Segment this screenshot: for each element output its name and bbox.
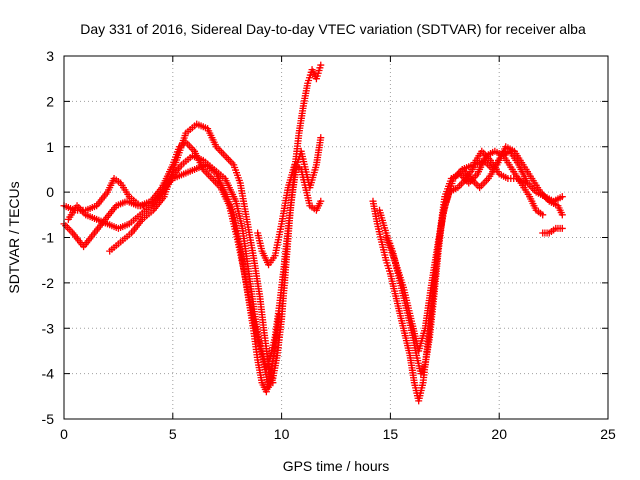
x-tick-label: 5: [169, 426, 177, 442]
y-tick-label: 0: [46, 184, 54, 200]
x-tick-label: 20: [491, 426, 507, 442]
y-tick-label: 3: [46, 48, 54, 64]
x-tick-label: 15: [383, 426, 399, 442]
y-tick-label: -3: [42, 320, 55, 336]
x-tick-label: 0: [60, 426, 68, 442]
x-axis-label: GPS time / hours: [283, 458, 390, 474]
series-arc-e: [254, 161, 325, 269]
data-point: [539, 211, 547, 219]
data-point: [317, 197, 325, 205]
y-tick-label: -5: [42, 411, 55, 427]
data-point: [558, 211, 566, 219]
data-point: [558, 193, 566, 201]
y-axis-label: SDTVAR / TECUs: [6, 181, 22, 293]
data-series: [60, 61, 566, 405]
data-point: [317, 134, 325, 142]
grid: [64, 56, 608, 419]
x-tick-label: 25: [600, 426, 616, 442]
data-point: [275, 311, 283, 319]
axis-ticks: 0 5 10 15 20 25 -5 -4 -3 -2 -1 0 1 2 3: [42, 48, 616, 442]
series-arc-d: [106, 120, 277, 387]
series-arc-h: [382, 143, 566, 355]
data-point: [317, 61, 325, 69]
y-tick-label: 2: [46, 93, 54, 109]
data-point: [521, 179, 529, 187]
series-arc-c: [64, 161, 283, 396]
chart-title: Day 331 of 2016, Sidereal Day-to-day VTE…: [80, 21, 586, 37]
y-tick-label: -1: [42, 230, 55, 246]
data-point: [269, 379, 277, 387]
y-tick-label: -4: [42, 366, 55, 382]
y-tick-label: -2: [42, 275, 55, 291]
series-arc-a: [60, 61, 325, 391]
x-tick-label: 10: [274, 426, 290, 442]
y-tick-label: 1: [46, 139, 54, 155]
data-point: [558, 224, 566, 232]
series-arc-j: [539, 224, 566, 237]
series-arc-i: [458, 147, 529, 187]
